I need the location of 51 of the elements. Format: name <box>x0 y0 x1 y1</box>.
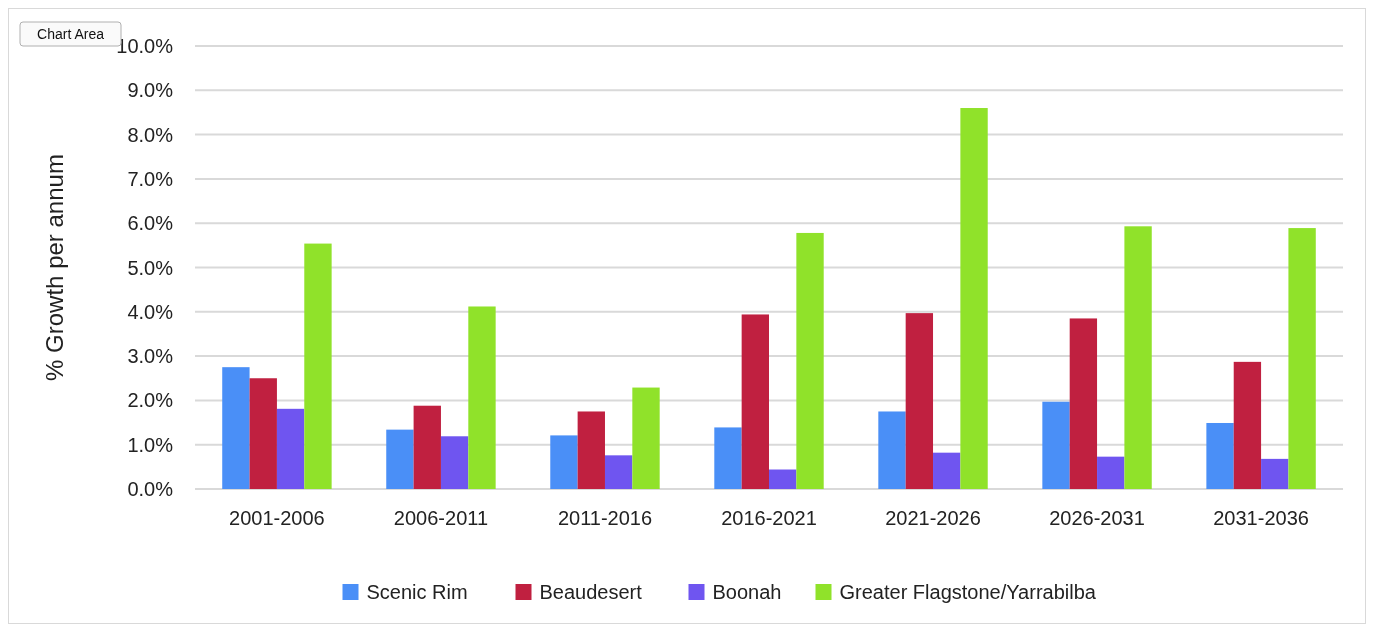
bar <box>222 367 250 489</box>
y-tick-label: 4.0% <box>127 300 174 323</box>
bar <box>550 435 578 489</box>
x-tick-label: 2021-2026 <box>885 507 981 529</box>
legend-label: Greater Flagstone/Yarrabilba <box>839 581 1097 603</box>
legend-label: Scenic Rim <box>366 581 468 603</box>
y-tick-label: 1.0% <box>127 433 174 456</box>
bar <box>1124 226 1152 489</box>
bar <box>878 411 906 489</box>
bar <box>905 313 934 489</box>
legend-label: Beaudesert <box>539 581 643 603</box>
bar <box>741 314 769 489</box>
bar <box>796 232 824 489</box>
tooltip-box: Chart Area <box>19 21 122 47</box>
x-tick-label: 2011-2016 <box>557 507 653 529</box>
bar <box>1288 228 1316 489</box>
bar <box>413 405 441 489</box>
y-tick-label: 3.0% <box>127 345 174 368</box>
bar <box>632 387 660 489</box>
y-tick-label: 0.0% <box>127 478 174 500</box>
bar <box>1097 456 1125 489</box>
bar <box>714 427 742 489</box>
legend-label: Boonah <box>712 581 782 603</box>
y-tick-label: 2.0% <box>127 389 174 412</box>
y-tick-label: 5.0% <box>127 256 174 279</box>
bar <box>1261 458 1289 489</box>
y-tick-label: 9.0% <box>127 79 174 102</box>
bar <box>276 408 305 489</box>
bar <box>1069 318 1098 489</box>
bar <box>468 306 496 489</box>
bar <box>304 243 332 489</box>
bar <box>249 378 277 489</box>
y-axis-title: % Growth per annum <box>41 154 68 381</box>
x-tick-label: 2006-2011 <box>393 507 489 529</box>
bar <box>604 455 633 489</box>
y-tick-label: 7.0% <box>127 167 174 190</box>
bar <box>1206 422 1234 489</box>
bar <box>1233 361 1262 489</box>
bar <box>577 411 605 489</box>
bar <box>440 436 469 489</box>
bar <box>933 452 961 489</box>
bar <box>960 108 988 489</box>
bar <box>386 429 414 489</box>
x-tick-label: 2026-2031 <box>1049 507 1145 529</box>
bar <box>769 469 797 489</box>
y-tick-label: 6.0% <box>127 212 174 235</box>
x-tick-label: 2016-2021 <box>721 507 817 529</box>
y-tick-label: 8.0% <box>127 123 174 146</box>
bar <box>1042 401 1070 489</box>
x-tick-label: 2031-2036 <box>1213 507 1309 529</box>
x-tick-label: 2001-2006 <box>229 507 325 529</box>
